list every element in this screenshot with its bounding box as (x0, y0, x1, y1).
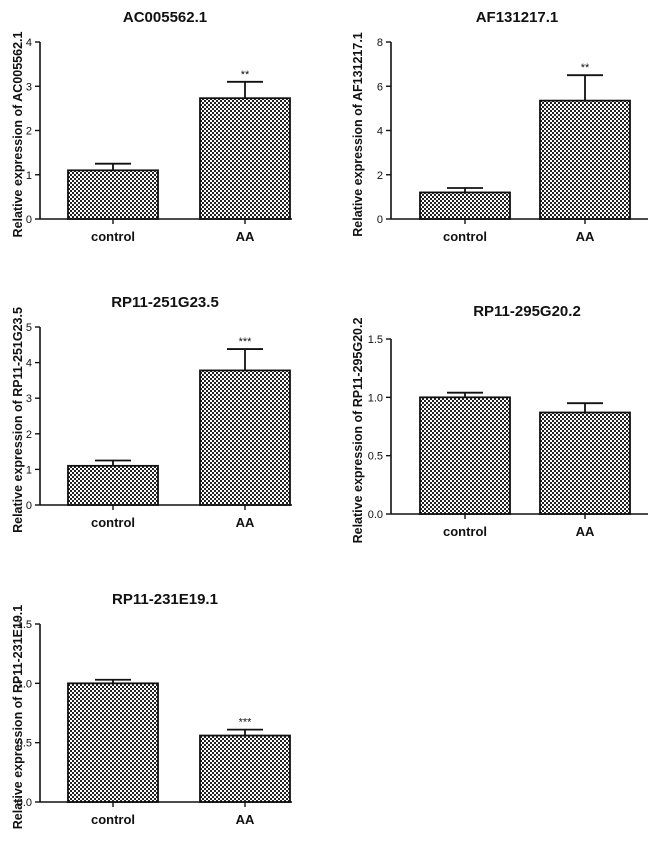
y-tick-label: 1.5 (368, 334, 383, 346)
x-category-label: AA (236, 229, 255, 244)
y-tick-label: 0.5 (17, 738, 32, 750)
y-tick-label: 4 (26, 37, 32, 49)
significance-marker: *** (239, 336, 253, 348)
y-tick-label: 1.0 (17, 678, 32, 690)
x-category-label: control (443, 524, 487, 539)
bar-aa (539, 411, 631, 515)
chart-title: RP11-231E19.1 (112, 591, 218, 608)
y-tick-label: 5 (26, 322, 32, 334)
bar-control (67, 169, 159, 220)
x-category-label: control (91, 812, 135, 827)
y-axis-label: Relative expression of AF131217.1 (351, 32, 365, 237)
y-tick-label: 3 (26, 81, 32, 93)
chart-title: RP11-295G20.2 (473, 303, 581, 320)
significance-marker: ** (581, 62, 590, 74)
y-axis-label: Relative expression of RP11-251G23.5 (11, 307, 25, 533)
x-category-label: control (91, 229, 135, 244)
y-tick-label: 0.0 (17, 797, 32, 809)
y-tick-label: 4 (377, 126, 383, 138)
y-tick-label: 2 (26, 126, 32, 138)
y-tick-label: 3 (26, 393, 32, 405)
bar-control (419, 396, 511, 515)
x-category-label: AA (576, 524, 595, 539)
bar-aa (199, 734, 291, 803)
bar-aa (199, 369, 291, 506)
y-tick-label: 1 (26, 170, 32, 182)
x-category-label: control (443, 229, 487, 244)
x-category-label: control (91, 515, 135, 530)
chart-panel-4: RP11-295G20.2 Relative expression of RP11… (351, 303, 648, 543)
y-tick-label: 0 (26, 500, 32, 512)
bar-aa (199, 97, 291, 220)
bar-aa (539, 99, 631, 220)
chart-panel-3: RP11-251G23.5 Relative expression of RP11… (11, 294, 292, 533)
y-axis-label: Relative expression of RP11-295G20.2 (351, 318, 365, 544)
significance-marker: *** (239, 717, 253, 729)
y-tick-label: 8 (377, 37, 383, 49)
bar-control (67, 464, 159, 506)
y-tick-label: 1.0 (368, 392, 383, 404)
y-axis-label: Relative expression of AC005562.1 (11, 32, 25, 238)
y-tick-label: 2 (26, 429, 32, 441)
significance-marker: ** (241, 69, 250, 81)
y-tick-label: 0.5 (368, 451, 383, 463)
y-tick-label: 6 (377, 81, 383, 93)
y-tick-label: 1.5 (17, 619, 32, 631)
chart-panel-5: RP11-231E19.1 Relative expression of RP11… (11, 591, 292, 829)
chart-title: RP11-251G23.5 (111, 294, 219, 311)
chart-panel-2: AF131217.1 Relative expression of AF13121… (351, 9, 648, 244)
y-tick-label: 1 (26, 464, 32, 476)
y-tick-label: 0 (26, 214, 32, 226)
y-tick-label: 4 (26, 358, 32, 370)
y-axis-label: Relative expression of RP11-231E19.1 (11, 605, 25, 829)
y-tick-label: 0.0 (368, 509, 383, 521)
x-category-label: AA (236, 812, 255, 827)
y-tick-label: 0 (377, 214, 383, 226)
bar-control (419, 191, 511, 220)
x-category-label: AA (236, 515, 255, 530)
y-tick-label: 2 (377, 170, 383, 182)
chart-title: AF131217.1 (476, 9, 559, 26)
x-category-label: AA (576, 229, 595, 244)
bar-control (67, 682, 159, 803)
chart-panel-1: AC005562.1 Relative expression of AC00556… (11, 9, 292, 244)
chart-title: AC005562.1 (123, 9, 207, 26)
